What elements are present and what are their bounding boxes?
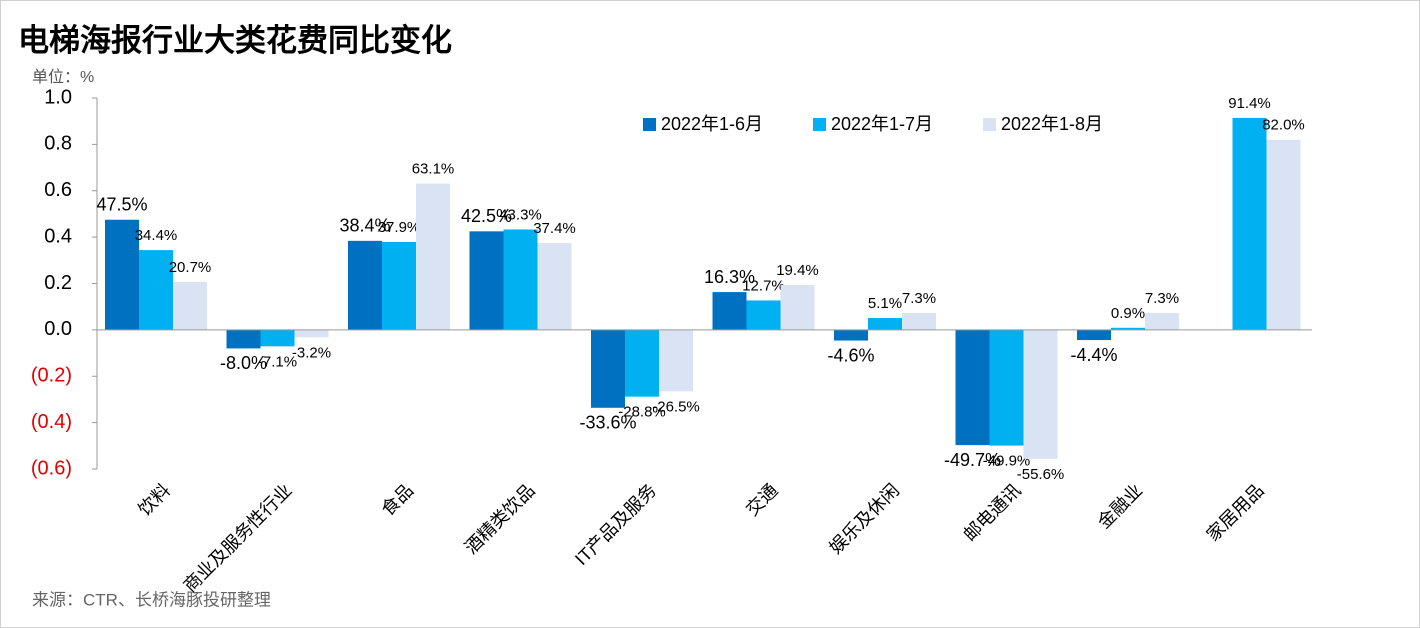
bar (902, 312, 936, 330)
data-label: 63.1% (412, 161, 455, 178)
data-label: -4.4% (1070, 345, 1117, 365)
bar (503, 229, 538, 330)
bar (105, 219, 139, 330)
y-tick-label: 0.2 (44, 272, 72, 294)
bar (591, 329, 625, 408)
bar (712, 292, 747, 330)
legend-label: 2022年1-6月 (661, 114, 763, 134)
bar (1111, 327, 1145, 330)
data-label: -4.6% (827, 345, 874, 365)
bar (625, 329, 659, 397)
data-label: -49.9% (983, 453, 1031, 470)
data-label: -33.6% (579, 413, 636, 433)
chart-title: 电梯海报行业大类花费同比变化 (18, 23, 452, 58)
bar (416, 183, 450, 330)
data-label: 47.5% (96, 194, 147, 214)
bar (868, 318, 902, 330)
unit-label: 单位：% (32, 68, 94, 86)
data-label: -26.5% (652, 398, 700, 415)
data-label: 82.0% (1262, 117, 1305, 134)
data-label: 5.1% (868, 295, 902, 312)
bar (173, 281, 207, 330)
data-label: -8.0% (220, 353, 267, 373)
bar (780, 284, 815, 330)
bar (659, 329, 693, 392)
data-label: 19.4% (776, 262, 819, 279)
bar (834, 329, 868, 341)
data-label: 91.4% (1228, 95, 1271, 112)
data-label: -55.6% (1017, 466, 1065, 483)
legend-swatch (643, 118, 656, 131)
bar (294, 329, 329, 338)
data-label: 7.3% (902, 290, 936, 307)
bar (382, 241, 416, 330)
legend-swatch (813, 118, 826, 131)
y-tick-label: (0.6) (31, 457, 72, 479)
y-tick-label: 0.6 (44, 179, 72, 201)
data-label: 34.4% (135, 227, 178, 244)
data-label: 7.3% (1145, 290, 1179, 307)
source: 来源：CTR、长桥海豚投研整理 (32, 590, 271, 609)
data-label: 20.7% (169, 259, 212, 276)
bar (1145, 312, 1179, 330)
data-label: 42.5% (461, 206, 512, 226)
bar (139, 250, 173, 330)
data-label: 43.3% (499, 206, 542, 223)
bar (1023, 329, 1058, 459)
y-tick-label: (0.4) (31, 411, 72, 433)
data-label: -7.1% (258, 353, 297, 370)
bar (226, 329, 261, 349)
legend-label: 2022年1-7月 (831, 114, 933, 134)
data-label: 37.4% (533, 220, 576, 237)
data-label: 16.3% (704, 267, 755, 287)
legend-label: 2022年1-8月 (1001, 114, 1103, 134)
y-tick-label: 0.4 (44, 225, 72, 247)
y-tick-label: (0.2) (31, 365, 72, 387)
data-label: 12.7% (742, 277, 785, 294)
bar (989, 329, 1024, 446)
legend-swatch (983, 118, 996, 131)
bar (1232, 117, 1267, 330)
data-label: -49.7% (944, 450, 1001, 470)
bar (469, 231, 504, 330)
bar (746, 300, 781, 330)
y-tick-label: 1.0 (44, 86, 72, 108)
bar (260, 329, 295, 347)
data-label: -28.8% (618, 404, 666, 421)
bar (1077, 329, 1111, 341)
data-label: 38.4% (339, 216, 390, 236)
bar (348, 240, 382, 330)
data-label: 37.9% (378, 219, 421, 236)
bar (1266, 139, 1301, 330)
y-tick-label: 0.8 (44, 133, 72, 155)
y-tick-label: 0.0 (44, 318, 72, 340)
data-label: 0.9% (1111, 305, 1145, 322)
bar (537, 243, 572, 330)
data-label: -3.2% (292, 344, 331, 361)
bar (955, 329, 990, 446)
